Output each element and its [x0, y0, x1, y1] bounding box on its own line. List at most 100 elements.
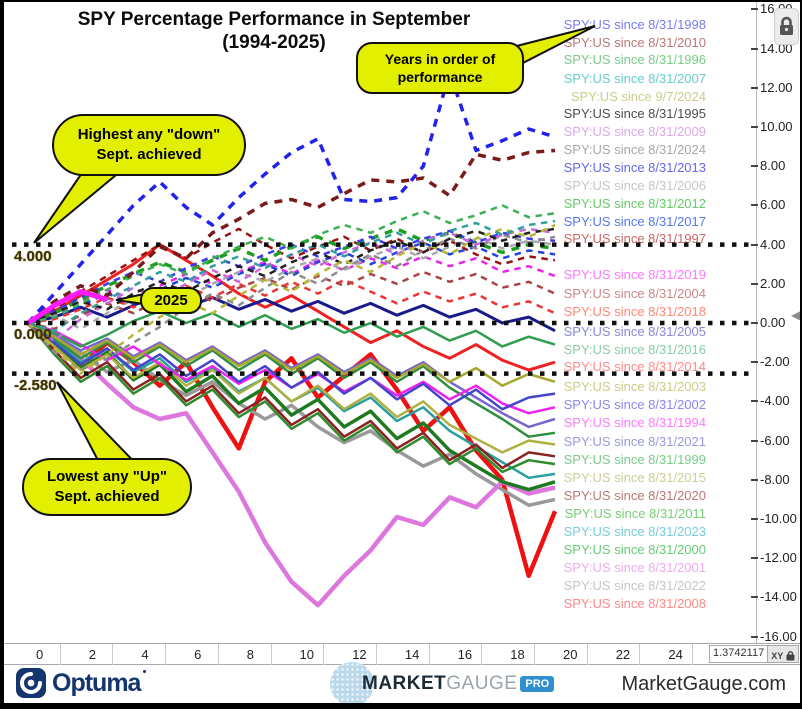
lock-button[interactable]	[774, 8, 799, 45]
x-tick-label: 6	[194, 647, 202, 662]
x-tick-label: 12	[352, 647, 367, 662]
y-tick-mark	[751, 8, 758, 11]
legend-item-2018[interactable]: SPY:US since 8/31/2018	[563, 304, 706, 319]
x-tick-label: 16	[457, 647, 473, 662]
x-tick-separator	[481, 644, 483, 666]
legend-item-1997[interactable]: SPY:US since 8/31/1997	[563, 231, 706, 246]
legend-item-2012[interactable]: SPY:US since 8/31/2012	[563, 196, 706, 211]
y-tick-label: 8.00	[760, 158, 786, 174]
legend-item-2000[interactable]: SPY:US since 8/31/2000	[563, 542, 706, 557]
y-tick-label: -8.00	[760, 471, 790, 487]
legend-item-1998[interactable]: SPY:US since 8/31/1998	[563, 17, 706, 32]
title-line-1: SPY Percentage Performance in September	[77, 9, 471, 30]
y-tick-mark	[751, 282, 758, 285]
callout-years-line2: performance	[397, 69, 483, 85]
optuma-logo: Optuma	[16, 668, 147, 698]
legend-item-2017[interactable]: SPY:US since 8/31/2017	[563, 214, 706, 229]
legend-item-1995[interactable]: SPY:US since 8/31/1995	[563, 106, 706, 121]
chart-canvas: SPY Percentage Performance in September …	[4, 2, 800, 703]
y-tick-label: 0.00	[760, 315, 786, 330]
legend-item-1994[interactable]: SPY:US since 8/31/1994	[563, 415, 706, 430]
legend-item-2009[interactable]: SPY:US since 8/31/2009	[563, 124, 706, 139]
x-tick-label: 14	[404, 647, 420, 662]
x-tick-separator	[165, 644, 167, 666]
legend-item-2013[interactable]: SPY:US since 8/31/2013	[563, 160, 706, 175]
callout-years-order: Years in order of performance	[356, 42, 524, 94]
x-tick-label: 0	[36, 647, 44, 662]
legend-item-2015[interactable]: SPY:US since 8/31/2015	[563, 470, 706, 485]
y-tick-mark	[751, 126, 758, 128]
legend-item-2023[interactable]: SPY:US since 8/31/2023	[563, 524, 706, 539]
y-tick-mark	[751, 439, 758, 442]
x-tick-separator	[692, 644, 694, 666]
legend-item-2016[interactable]: SPY:US since 8/31/2016	[563, 342, 706, 357]
y-tick-label: -10.00	[760, 511, 797, 526]
callout-lowest-up: Lowest any "Up" Sept. achieved	[22, 458, 192, 516]
y-tick-mark	[751, 86, 758, 89]
legend-item-1996[interactable]: SPY:US since 8/31/1996	[563, 52, 706, 67]
x-tick-label: 18	[510, 647, 525, 662]
crosshair-status-box[interactable]: 1.3742117 XY	[709, 645, 800, 663]
legend-item-2003[interactable]: SPY:US since 8/31/2003	[563, 379, 706, 394]
legend-item-2014[interactable]: SPY:US since 8/31/2014	[563, 359, 706, 374]
callout-2025-label: 2025	[154, 292, 188, 309]
axis-scroll-left-icon[interactable]: ◀	[791, 308, 800, 322]
y-axis-line	[756, 2, 757, 665]
x-tick-separator	[586, 644, 588, 666]
x-tick-separator	[534, 644, 535, 666]
legend: SPY:US since 8/31/1998 SPY:US since 8/31/…	[4, 2, 754, 643]
callout-high-line1: Highest any "down"	[77, 126, 221, 143]
legend-item-2008[interactable]: SPY:US since 8/31/2008	[563, 596, 706, 611]
lock-icon	[780, 16, 793, 35]
marketgauge-logo: MARKET GAUGE PRO	[330, 662, 555, 703]
x-tick-separator	[270, 644, 272, 666]
x-tick-separator	[639, 644, 641, 666]
legend-item-2021[interactable]: SPY:US since 8/31/2021	[563, 434, 706, 449]
legend-item-2011[interactable]: SPY:US since 8/31/2011	[564, 506, 706, 521]
legend-item-2024[interactable]: SPY:US since 8/31/2024	[563, 142, 706, 157]
y-tick-label: -4.00	[760, 393, 790, 409]
y-tick-mark	[751, 243, 758, 246]
y-tick-label: 12.00	[760, 79, 793, 95]
legend-item-2004[interactable]: SPY:US since 8/31/2004	[563, 286, 706, 301]
legend-item-2010[interactable]: SPY:US since 8/31/2010	[563, 35, 706, 50]
y-tick-mark	[751, 635, 758, 638]
x-tick-label: 20	[563, 647, 578, 662]
x-tick-separator	[323, 644, 325, 666]
legend-item-2002[interactable]: SPY:US since 8/31/2002	[563, 397, 706, 412]
callout-highest-down: Highest any "down" Sept. achieved	[52, 114, 246, 176]
x-tick-label: 10	[299, 647, 314, 662]
legend-item-2005[interactable]: SPY:US since 8/31/2005	[563, 324, 706, 339]
optuma-logo-icon	[16, 668, 46, 698]
legend-item-2001[interactable]: SPY:US since 8/31/2001	[563, 560, 706, 575]
legend-item-2022[interactable]: SPY:US since 8/31/2022	[563, 578, 706, 593]
legend-item-2006[interactable]: SPY:US since 8/31/2006	[563, 178, 706, 193]
y-tick-label: 4.00	[760, 236, 786, 252]
reference-label-0: 0.000	[14, 326, 52, 343]
xy-label: XY	[771, 650, 784, 661]
x-tick-label: 24	[668, 647, 683, 662]
x-tick-label: 4	[141, 647, 149, 662]
legend-item-2007[interactable]: SPY:US since 8/31/2007	[563, 71, 706, 86]
legend-item-2020[interactable]: SPY:US since 8/31/2020	[563, 488, 706, 503]
y-tick-label: 6.00	[760, 197, 786, 213]
y-tick-label: -2.00	[760, 354, 790, 370]
footer: Optuma MARKET GAUGE PRO MarketGauge.com	[4, 662, 800, 703]
y-tick-mark	[751, 518, 758, 520]
x-tick-separator	[112, 644, 114, 666]
optuma-trademark-dot	[143, 670, 147, 673]
optuma-logo-text: Optuma	[52, 668, 141, 697]
x-tick-separator	[217, 644, 219, 666]
y-tick-mark	[751, 596, 758, 599]
y-tick-label: -12.00	[760, 550, 797, 566]
y-tick-mark	[751, 204, 758, 207]
y-tick-mark	[751, 478, 758, 481]
reference-label-4: 4.000	[14, 247, 52, 265]
marketgauge-market-text: MARKET	[362, 673, 447, 694]
reference-label-minus-2-58: -2.580	[14, 376, 57, 394]
y-tick-label: -14.00	[760, 589, 797, 605]
legend-item-2019[interactable]: SPY:US since 8/31/2019	[563, 267, 706, 282]
y-tick-mark	[751, 47, 758, 50]
legend-item-2024[interactable]: SPY:US since 9/7/2024	[570, 89, 706, 104]
legend-item-1999[interactable]: SPY:US since 8/31/1999	[563, 452, 706, 467]
